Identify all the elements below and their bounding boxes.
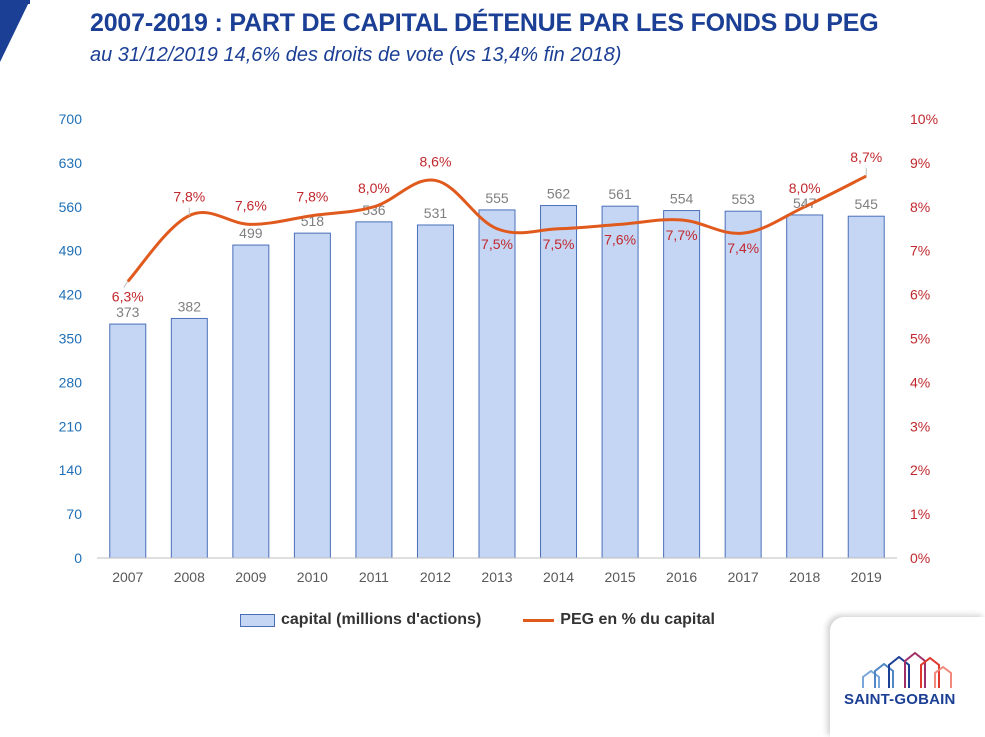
line-value-label: 7,5% bbox=[481, 236, 513, 252]
line-value-labels: 6,3% 7,8% 7,6% 7,8% 8,0% 8,6% 7,5% 7,5% 7,6% 7,7%… bbox=[112, 149, 882, 304]
bar-value-label: 562 bbox=[547, 186, 571, 202]
x-axis-tick-label: 2014 bbox=[543, 569, 574, 585]
bar-value-label: 554 bbox=[670, 191, 694, 207]
right-axis-tick-label: 6% bbox=[910, 287, 930, 303]
bar bbox=[232, 244, 270, 559]
bar-value-label: 553 bbox=[731, 191, 755, 207]
line-value-label: 7,5% bbox=[543, 236, 575, 252]
left-axis-tick-label: 0 bbox=[74, 550, 82, 566]
right-axis-tick-label: 8% bbox=[910, 199, 930, 215]
x-axis-tick-label: 2009 bbox=[235, 569, 266, 585]
line-value-label: 7,8% bbox=[173, 189, 205, 205]
left-axis: 0 70 140 210 280 350 420 490 560 630 700 bbox=[59, 111, 83, 566]
bar-value-label: 561 bbox=[608, 186, 632, 202]
right-axis-tick-label: 3% bbox=[910, 418, 930, 434]
bar-value-label: 545 bbox=[855, 196, 879, 212]
bar bbox=[355, 221, 393, 559]
right-axis-tick-label: 2% bbox=[910, 462, 930, 478]
left-axis-tick-label: 210 bbox=[59, 418, 83, 434]
line-value-label: 8,0% bbox=[358, 180, 390, 196]
right-axis: 0% 1% 2% 3% 4% 5% 6% 7% 8% 9% 10% bbox=[910, 111, 938, 566]
line-value-label: 7,4% bbox=[727, 240, 759, 256]
left-axis-tick-label: 630 bbox=[59, 155, 83, 171]
x-axis-tick-label: 2007 bbox=[112, 569, 143, 585]
line-value-label: 8,7% bbox=[850, 149, 882, 165]
bar bbox=[478, 209, 516, 559]
bar-value-label: 499 bbox=[239, 225, 263, 241]
line-value-label: 7,6% bbox=[235, 197, 267, 213]
legend-line-swatch bbox=[523, 618, 555, 622]
legend: capital (millions d'actions) PEG en % du… bbox=[240, 608, 715, 632]
right-axis-tick-label: 10% bbox=[910, 111, 938, 127]
bar bbox=[170, 317, 208, 559]
x-axis-tick-label: 2019 bbox=[851, 569, 882, 585]
right-axis-tick-label: 7% bbox=[910, 243, 930, 259]
left-axis-tick-label: 350 bbox=[59, 331, 83, 347]
x-axis-tick-label: 2013 bbox=[481, 569, 512, 585]
bar bbox=[293, 232, 331, 559]
legend-line-label: PEG en % du capital bbox=[560, 611, 715, 628]
left-axis-tick-label: 560 bbox=[59, 199, 83, 215]
bar-series bbox=[109, 205, 885, 559]
bar bbox=[786, 214, 824, 559]
x-axis-tick-label: 2010 bbox=[297, 569, 328, 585]
legend-bar-swatch bbox=[240, 613, 275, 627]
left-axis-tick-label: 700 bbox=[59, 111, 83, 127]
line-value-label: 7,6% bbox=[604, 231, 636, 247]
bar-value-label: 382 bbox=[178, 298, 202, 314]
bar bbox=[847, 215, 885, 559]
left-axis-tick-label: 490 bbox=[59, 243, 83, 259]
x-axis-tick-label: 2016 bbox=[666, 569, 697, 585]
bar bbox=[416, 224, 454, 559]
x-axis-tick-label: 2012 bbox=[420, 569, 451, 585]
combo-chart: 0 70 140 210 280 350 420 490 560 630 700 0% 1% 2% 3% 4… bbox=[59, 111, 938, 585]
page-subtitle: au 31/12/2019 14,6% des droits de vote (… bbox=[90, 44, 622, 66]
x-axis-tick-label: 2008 bbox=[174, 569, 205, 585]
line-value-label: 6,3% bbox=[112, 288, 144, 304]
bar bbox=[109, 323, 147, 559]
right-axis-tick-label: 1% bbox=[910, 506, 930, 522]
line-value-label: 8,6% bbox=[420, 153, 452, 169]
bar-value-label: 531 bbox=[424, 205, 448, 221]
bar bbox=[663, 210, 701, 559]
legend-bar-label: capital (millions d'actions) bbox=[281, 611, 482, 628]
right-axis-tick-label: 5% bbox=[910, 331, 930, 347]
saint-gobain-logo-icon bbox=[862, 651, 952, 688]
bar-value-label: 555 bbox=[485, 190, 509, 206]
right-axis-tick-label: 0% bbox=[910, 550, 930, 566]
bar bbox=[540, 205, 578, 559]
right-axis-tick-label: 4% bbox=[910, 374, 930, 390]
line-label-leaders bbox=[123, 168, 867, 288]
left-axis-tick-label: 420 bbox=[59, 287, 83, 303]
left-axis-tick-label: 140 bbox=[59, 462, 83, 478]
logo-text: SAINT-GOBAIN bbox=[844, 691, 956, 708]
bar bbox=[601, 205, 639, 559]
page-title: 2007-2019 : PART DE CAPITAL DÉTENUE PAR … bbox=[90, 9, 879, 37]
bar bbox=[724, 210, 762, 559]
left-axis-tick-label: 280 bbox=[59, 374, 83, 390]
header-accent-shape bbox=[0, 0, 30, 62]
x-axis-tick-label: 2011 bbox=[359, 569, 389, 585]
left-axis-tick-label: 70 bbox=[66, 506, 82, 522]
line-value-label: 7,7% bbox=[666, 227, 698, 243]
x-axis-tick-label: 2017 bbox=[728, 569, 759, 585]
line-value-label: 8,0% bbox=[789, 180, 821, 196]
peg-line bbox=[126, 174, 867, 283]
x-axis-tick-label: 2018 bbox=[789, 569, 820, 585]
x-axis: 2007 2008 2009 2010 2011 2012 2013 2014 2015 2016… bbox=[112, 569, 882, 585]
x-axis-tick-label: 2015 bbox=[604, 569, 635, 585]
line-label-leader bbox=[123, 281, 129, 288]
bar-value-label: 373 bbox=[116, 304, 140, 320]
right-axis-tick-label: 9% bbox=[910, 155, 930, 171]
line-value-label: 7,8% bbox=[296, 189, 328, 205]
header-accent-bar bbox=[0, 0, 30, 4]
logo-panel: SAINT-GOBAIN bbox=[830, 617, 985, 737]
